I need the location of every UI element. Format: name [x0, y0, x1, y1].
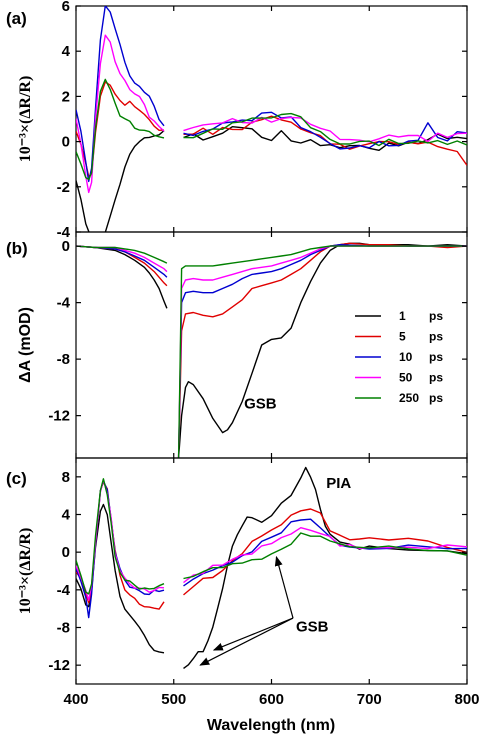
panel-a: -4 -2 0 2 4 6 (a) 10⁻³×(ΔR/R): [6, 0, 468, 241]
series-line-5-ps-seg0: [76, 81, 165, 178]
annotation-label: GSB: [244, 396, 277, 413]
y-tick-label: 4: [62, 507, 71, 524]
annotation-arrow: [274, 555, 294, 619]
panel-b-label: (b): [6, 239, 28, 258]
panel-b-ylabel: ΔA (mOD): [17, 307, 34, 383]
series-line-10-ps-seg1: [183, 518, 467, 587]
legend-unit: ps: [429, 371, 443, 385]
series-line-250-ps-seg0: [76, 478, 165, 595]
series-line-50-ps-seg0: [76, 479, 165, 601]
panel-b-ticks: -12 -8 -4 0: [48, 232, 468, 458]
series-line-50-ps-seg1: [183, 116, 467, 143]
legend-unit: ps: [429, 350, 443, 364]
y-tick-label: 4: [62, 43, 71, 60]
legend-unit: ps: [429, 330, 443, 344]
annotation-label: GSB: [296, 618, 329, 635]
series-line-250-ps-seg1: [183, 112, 467, 147]
legend-label: 10: [399, 350, 413, 364]
series-line-10-ps-seg0: [76, 245, 168, 278]
series-line-5-ps-seg1: [183, 508, 467, 596]
panel-c-ylabel: 10⁻³×(ΔR/R): [17, 528, 34, 615]
x-tick-label: 800: [454, 691, 479, 708]
y-tick-label: 8: [62, 469, 70, 486]
legend-label: 5: [399, 330, 406, 344]
y-tick-label: -12: [48, 657, 70, 674]
y-tick-label: -2: [57, 179, 70, 196]
y-tick-label: -8: [57, 351, 70, 368]
series-line-250-ps-seg1: [177, 245, 467, 458]
legend-label: 250: [399, 391, 419, 405]
series-line-50-ps-seg1: [183, 527, 467, 584]
series-line-10-ps-seg1: [183, 111, 467, 150]
annotation-label: PIA: [326, 475, 351, 492]
x-axis-label: Wavelength (nm): [207, 717, 335, 734]
panel-a-label: (a): [6, 9, 27, 28]
series-line-1-ps-seg0: [76, 130, 165, 232]
y-tick-label: 0: [62, 238, 70, 255]
x-tick-label: 500: [161, 691, 186, 708]
annotation-arrow: [199, 617, 294, 666]
x-tick-label: 600: [259, 691, 284, 708]
panel-c: -12 -8 -4 0 4 8 (c) 10⁻³×(ΔR/R) PIA GSB 400 500…: [6, 457, 480, 734]
panel-a-frame: [75, 5, 468, 233]
series-line-250-ps-seg0: [76, 245, 168, 264]
series-line-50-ps-seg0: [76, 245, 168, 273]
y-tick-label: -12: [48, 408, 70, 425]
legend-unit: ps: [429, 391, 443, 405]
legend-label: 50: [399, 371, 413, 385]
panel-c-label: (c): [6, 469, 27, 488]
panel-b-annotations: GSB: [244, 396, 277, 413]
y-tick-label: -8: [57, 620, 70, 637]
panel-c-series: [76, 466, 467, 669]
y-tick-label: -4: [57, 582, 71, 599]
panel-c-annotations: PIA GSB: [199, 475, 351, 666]
y-tick-label: 0: [62, 544, 70, 561]
series-line-250-ps-seg0: [76, 78, 165, 181]
panel-a-ylabel: 10⁻³×(ΔR/R): [17, 76, 34, 163]
panel-a-ticks: -4 -2 0 2 4 6: [57, 0, 468, 241]
y-tick-label: -4: [57, 295, 71, 312]
series-line-1-ps-seg0: [76, 245, 168, 309]
y-tick-label: 0: [62, 134, 70, 151]
series-line-1-ps-seg1: [177, 242, 467, 458]
annotation-arrow: [212, 617, 294, 651]
panel-c-ticks: -12 -8 -4 0 4 8: [48, 458, 468, 684]
series-line-1-ps-seg0: [76, 503, 165, 654]
y-tick-label: -4: [57, 224, 71, 241]
legend-label: 1: [399, 309, 406, 323]
panel-c-xticklabels: 400 500 600 700 800: [63, 691, 479, 708]
panel-c-frame: [75, 457, 468, 685]
legend-unit: ps: [429, 309, 443, 323]
panel-b-series: [76, 242, 467, 458]
y-tick-label: 6: [62, 0, 70, 15]
series-line-5-ps-seg1: [177, 242, 467, 458]
x-tick-label: 400: [63, 691, 88, 708]
y-tick-label: 2: [62, 88, 70, 105]
series-line-50-ps-seg0: [76, 34, 165, 194]
legend: 1 ps 5 ps 10 ps 50 ps 250 ps: [355, 309, 443, 405]
panel-a-series: [76, 6, 467, 232]
panel-b: -12 -8 -4 0 (b) ΔA (mOD) GSB 1 ps 5 ps 10 ps 50 ps…: [6, 231, 468, 459]
series-line-10-ps-seg0: [76, 6, 165, 183]
series-line-50-ps-seg1: [177, 245, 467, 458]
series-line-250-ps-seg1: [183, 532, 467, 580]
x-tick-label: 700: [357, 691, 382, 708]
